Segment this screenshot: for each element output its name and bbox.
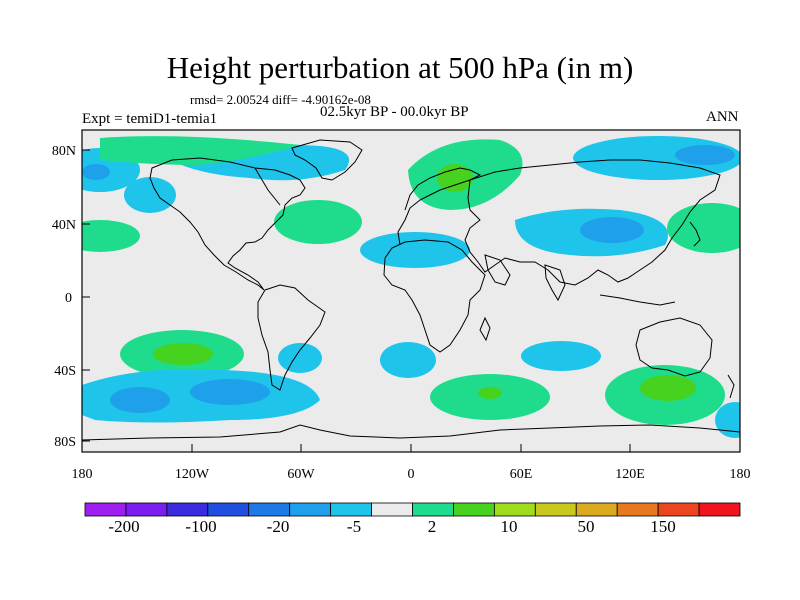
colorbar-swatch-9 bbox=[453, 502, 495, 517]
colorbar-label-neg200: -200 bbox=[108, 517, 139, 536]
madagascar-coast bbox=[479, 316, 491, 342]
indonesia-coast bbox=[599, 294, 676, 306]
new-zealand-coast bbox=[727, 374, 735, 399]
colorbar-label-10: 10 bbox=[501, 517, 518, 536]
contour-north-pacific-low bbox=[124, 177, 176, 213]
contour-south-pacific-core bbox=[153, 343, 213, 365]
rmsd-diff-stats: rmsd= 2.00524 diff= -4.90162e-08 bbox=[190, 92, 371, 107]
lat-label-80s: 80S bbox=[54, 435, 76, 450]
contour-australia-core bbox=[640, 375, 696, 401]
colorbar-label-2: 2 bbox=[428, 517, 437, 536]
season-label: ANN bbox=[706, 109, 739, 125]
arabia-coast bbox=[484, 254, 511, 286]
contour-south-america-low bbox=[278, 343, 322, 373]
colorbar bbox=[84, 502, 741, 517]
lon-label-180e: 180 bbox=[730, 467, 751, 482]
australia-coast bbox=[635, 317, 713, 377]
colorbar-swatch-14 bbox=[657, 502, 700, 517]
contour-indian-ocean-low bbox=[521, 341, 601, 371]
antarctica-coast bbox=[82, 424, 740, 441]
colorbar-swatch-11 bbox=[534, 502, 577, 517]
india-coast bbox=[544, 264, 566, 302]
contour-asia-low-core bbox=[580, 217, 644, 243]
lat-label-40s: 40S bbox=[54, 364, 76, 379]
hudson-bay-coast bbox=[254, 167, 281, 206]
colorbar-swatch-2 bbox=[166, 502, 209, 517]
lon-ticks bbox=[81, 444, 741, 452]
contour-south-atlantic-low bbox=[380, 342, 436, 378]
experiment-label: Expt = temiD1-temia1 bbox=[82, 111, 218, 127]
lat-label-80n: 80N bbox=[52, 144, 76, 159]
asia-coast bbox=[464, 159, 721, 286]
colorbar-swatch-7 bbox=[371, 502, 413, 517]
contour-west-pacific-positive bbox=[82, 220, 140, 252]
contour-atlantic-positive bbox=[274, 200, 362, 244]
colorbar-swatch-13 bbox=[616, 502, 659, 517]
greenland-coast bbox=[291, 139, 363, 181]
contour-east-asia-positive bbox=[667, 203, 740, 253]
africa-coast bbox=[383, 239, 486, 353]
colorbar-label-neg20: -20 bbox=[267, 517, 290, 536]
japan-coast bbox=[689, 221, 701, 247]
contour-fill-layer bbox=[82, 136, 740, 438]
plot-title: Height perturbation at 500 hPa (in m) bbox=[166, 50, 634, 85]
colorbar-swatch-4 bbox=[248, 502, 291, 517]
colorbar-label-neg5: -5 bbox=[347, 517, 361, 536]
colorbar-swatch-10 bbox=[493, 502, 536, 517]
lon-label-180w: 180 bbox=[72, 467, 93, 482]
colorbar-label-150: 150 bbox=[650, 517, 676, 536]
south-america-coast bbox=[257, 284, 326, 391]
lat-label-0: 0 bbox=[65, 291, 72, 306]
contour-siberia-core bbox=[675, 145, 735, 165]
contour-south-pacific-low-core-2 bbox=[190, 379, 270, 405]
colorbar-swatch-15 bbox=[698, 502, 741, 517]
contour-scandinavia-core bbox=[437, 164, 473, 192]
contour-atlantic-low bbox=[360, 232, 470, 268]
colorbar-swatch-6 bbox=[330, 502, 372, 517]
lat-ticks bbox=[82, 149, 90, 442]
contour-arctic-canada-positive bbox=[100, 136, 300, 165]
colorbar-swatch-0 bbox=[84, 502, 127, 517]
lon-label-60w: 60W bbox=[287, 467, 315, 482]
lon-label-120e: 120E bbox=[615, 467, 645, 482]
colorbar-swatch-1 bbox=[125, 502, 168, 517]
coastlines bbox=[82, 139, 740, 441]
lat-label-40n: 40N bbox=[52, 218, 76, 233]
colorbar-swatch-3 bbox=[207, 502, 250, 517]
lon-label-60e: 60E bbox=[510, 467, 533, 482]
colorbar-labels: -200 -100 -20 -5 2 10 50 150 bbox=[108, 517, 675, 536]
contour-south-indian-core bbox=[478, 387, 502, 399]
north-america-coast bbox=[149, 157, 306, 291]
contour-north-pacific-core bbox=[82, 164, 110, 180]
contour-south-pacific-low-core bbox=[110, 387, 170, 413]
period-label: 02.5kyr BP - 00.0kyr BP bbox=[320, 104, 469, 120]
colorbar-label-neg100: -100 bbox=[185, 517, 216, 536]
colorbar-swatch-8 bbox=[412, 502, 454, 517]
colorbar-swatch-5 bbox=[289, 502, 332, 517]
lon-label-120w: 120W bbox=[175, 467, 210, 482]
colorbar-label-50: 50 bbox=[578, 517, 595, 536]
contour-southeast-low bbox=[715, 402, 740, 438]
colorbar-swatch-12 bbox=[575, 502, 618, 517]
lon-label-0: 0 bbox=[408, 467, 415, 482]
